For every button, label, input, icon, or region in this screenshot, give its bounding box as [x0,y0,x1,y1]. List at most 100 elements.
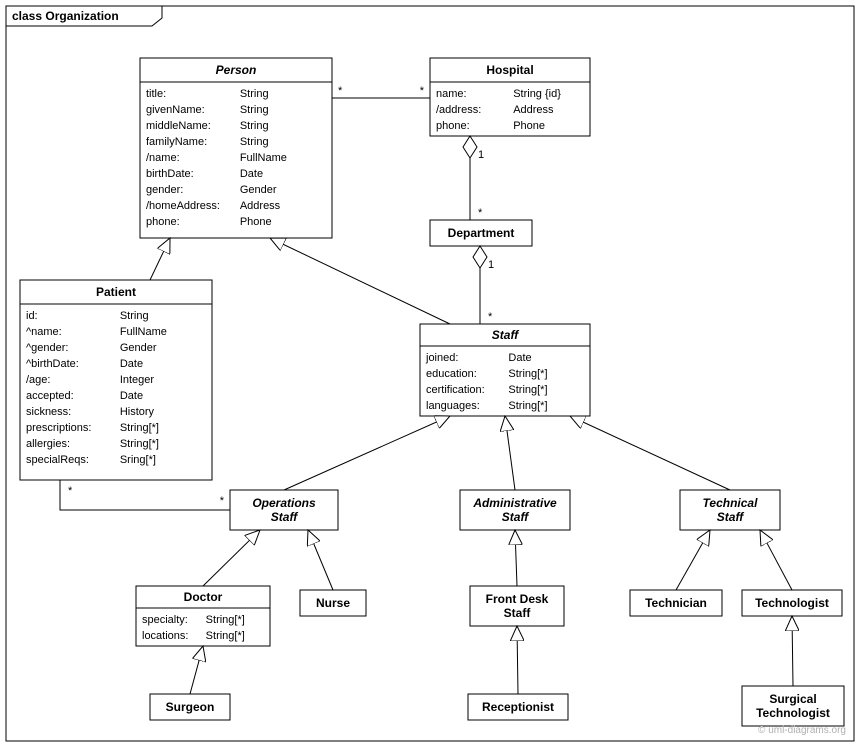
svg-text:locations:: locations: [142,630,188,642]
svg-text:familyName:: familyName: [146,136,207,148]
svg-text:*: * [338,85,343,97]
svg-text:String[*]: String[*] [120,422,159,434]
svg-text:*: * [420,85,425,97]
svg-text:languages:: languages: [426,400,480,412]
svg-text:Gender: Gender [240,184,277,196]
svg-text:String {id}: String {id} [513,88,561,100]
svg-text:Date: Date [120,390,143,402]
svg-text:Integer: Integer [120,374,155,386]
svg-text:birthDate:: birthDate: [146,168,194,180]
svg-text:Department: Department [448,226,515,240]
svg-text:^birthDate:: ^birthDate: [26,358,79,370]
svg-text:Technologist: Technologist [756,706,830,720]
gen-staff-person [270,238,450,324]
class-hospital: Hospital name: String {id} /address: Address… [430,58,590,136]
svg-text:specialReqs:: specialReqs: [26,454,89,466]
svg-text:Staff: Staff [502,510,529,524]
svg-text:middleName:: middleName: [146,120,211,132]
svg-text:String: String [240,88,269,100]
svg-text:*: * [220,495,225,507]
gen-receptionist-frontdesk [517,626,518,694]
class-front_desk_staff: Front DeskStaff [470,586,564,626]
svg-text:sickness:: sickness: [26,406,71,418]
gen-nurse-ops [308,530,333,590]
svg-text:name:: name: [436,88,467,100]
class-staff: Staffjoined:Dateeducation:String[*]certi… [420,324,590,416]
gen-doctor-ops [203,530,260,586]
svg-text:Person: Person [216,63,257,77]
frame-label: class Organization [12,9,119,23]
class-doctor: Doctor specialty: String[*] locations: Strin… [136,586,270,646]
svg-text:specialty:: specialty: [142,614,188,626]
class-surgeon: Surgeon [150,694,230,720]
svg-text:Hospital: Hospital [486,63,533,77]
class-technologist: Technologist [742,590,842,616]
svg-text:*: * [488,311,493,323]
class-receptionist: Receptionist [468,694,568,720]
svg-text:Date: Date [240,168,263,180]
svg-text:phone:: phone: [436,120,470,132]
assoc-patient-ops [60,480,230,510]
gen-admin-staff [505,416,515,490]
svg-text:/age:: /age: [26,374,50,386]
svg-text:^gender:: ^gender: [26,342,68,354]
svg-text:History: History [120,406,155,418]
svg-text:Staff: Staff [504,606,532,620]
svg-text:Doctor: Doctor [184,590,223,604]
svg-text:FullName: FullName [240,152,287,164]
svg-text:Date: Date [508,352,531,364]
svg-text:Address: Address [240,200,281,212]
svg-text:1: 1 [488,259,494,271]
svg-text:Receptionist: Receptionist [482,700,554,714]
svg-text:/name:: /name: [146,152,180,164]
gen-surgeon-doctor [190,646,203,694]
gen-tech-staff [570,416,730,490]
svg-text:Technician: Technician [645,596,707,610]
svg-text:String: String [240,104,269,116]
svg-text:accepted:: accepted: [26,390,74,402]
class-technician: Technician [630,590,722,616]
copyright: © uml-diagrams.org [758,725,846,736]
svg-text:Staff: Staff [492,328,519,342]
svg-text:/homeAddress:: /homeAddress: [146,200,220,212]
svg-text:Front Desk: Front Desk [486,592,549,606]
svg-text:Operations: Operations [252,496,316,510]
svg-text:Administrative: Administrative [472,496,557,510]
svg-text:Surgeon: Surgeon [166,700,215,714]
svg-text:String[*]: String[*] [508,400,547,412]
svg-text:phone:: phone: [146,216,180,228]
svg-text:allergies:: allergies: [26,438,70,450]
svg-text:joined:: joined: [425,352,458,364]
class-department: Department [430,220,532,246]
svg-text:String: String [240,120,269,132]
svg-text:certification:: certification: [426,384,485,396]
svg-text:Technologist: Technologist [755,596,829,610]
svg-text:Surgical: Surgical [769,692,816,706]
svg-text:Date: Date [120,358,143,370]
gen-frontdesk-admin [515,530,517,586]
svg-text:String[*]: String[*] [206,614,245,626]
svg-text:/address:: /address: [436,104,481,116]
svg-text:String[*]: String[*] [206,630,245,642]
class-patient: Patientid:String^name:FullName^gender:Ge… [20,280,212,480]
svg-text:^name:: ^name: [26,326,62,338]
svg-text:Sring[*]: Sring[*] [120,454,156,466]
class-nurse: Nurse [300,590,366,616]
svg-text:Staff: Staff [271,510,298,524]
svg-text:Phone: Phone [513,120,545,132]
svg-text:gender:: gender: [146,184,183,196]
svg-text:Staff: Staff [717,510,744,524]
gen-technician-tech [676,530,710,590]
uml-class-diagram: class OrganizationPersontitle:Stringgive… [0,0,860,747]
svg-text:FullName: FullName [120,326,167,338]
svg-text:Technical: Technical [703,496,759,510]
class-person: Persontitle:StringgivenName:Stringmiddle… [140,58,332,238]
svg-text:Patient: Patient [96,285,136,299]
gen-surgtech-technologist [792,616,793,686]
svg-text:String: String [240,136,269,148]
svg-text:Address: Address [513,104,554,116]
class-surgical_technologist: SurgicalTechnologist [742,686,844,726]
svg-text:id:: id: [26,310,38,322]
class-operations_staff: OperationsStaff [230,490,338,530]
svg-text:givenName:: givenName: [146,104,205,116]
